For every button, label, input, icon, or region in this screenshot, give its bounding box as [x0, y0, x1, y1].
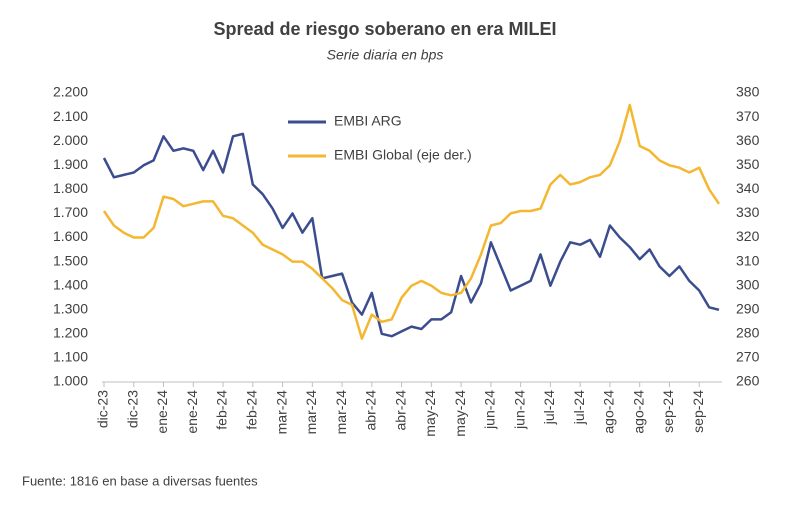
x-tick-label: ago-24: [630, 390, 646, 434]
x-tick-label: ene-24: [184, 390, 200, 434]
y-tick-label: 1.600: [53, 228, 88, 244]
y2-tick-label: 290: [736, 300, 760, 316]
y-tick-label: 1.100: [53, 349, 88, 365]
y2-tick-label: 310: [736, 252, 760, 268]
y-tick-label: 1.400: [53, 276, 88, 292]
y-tick-label: 1.000: [53, 373, 88, 389]
y2-tick-label: 280: [736, 325, 760, 341]
y-tick-label: 2.200: [53, 84, 88, 100]
x-tick-label: mar-24: [273, 390, 289, 435]
y2-tick-label: 350: [736, 156, 760, 172]
y-tick-label: 1.500: [53, 252, 88, 268]
x-tick-label: jun-24: [511, 390, 527, 430]
source-note: Fuente: 1816 en base a diversas fuentes: [22, 473, 258, 488]
x-tick-label: feb-24: [244, 390, 260, 430]
x-tick-label: abr-24: [363, 390, 379, 431]
x-tick-label: feb-24: [214, 390, 230, 430]
y2-tick-label: 320: [736, 228, 760, 244]
y-tick-label: 1.700: [53, 204, 88, 220]
y2-tick-label: 270: [736, 349, 760, 365]
y2-tick-label: 370: [736, 108, 760, 124]
legend-label: EMBI ARG: [334, 113, 402, 129]
y-tick-label: 1.300: [53, 300, 88, 316]
y-tick-label: 1.200: [53, 325, 88, 341]
x-tick-label: sep-24: [690, 390, 706, 433]
x-tick-label: ago-24: [601, 390, 617, 434]
x-tick-label: dic-23: [124, 390, 140, 428]
y2-tick-label: 300: [736, 276, 760, 292]
y2-tick-label: 360: [736, 132, 760, 148]
x-tick-label: may-24: [452, 390, 468, 437]
y-tick-label: 2.100: [53, 108, 88, 124]
series-line: [102, 103, 721, 340]
x-tick-label: jul-24: [541, 390, 557, 425]
x-tick-label: jun-24: [482, 390, 498, 430]
y2-tick-label: 330: [736, 204, 760, 220]
y2-tick-label: 340: [736, 180, 760, 196]
chart-subtitle: Serie diaria en bps: [327, 47, 444, 63]
x-tick-label: sep-24: [660, 390, 676, 433]
x-tick-label: mar-24: [303, 390, 319, 435]
x-tick-label: dic-23: [95, 390, 111, 428]
x-tick-label: abr-24: [392, 390, 408, 431]
x-tick-label: mar-24: [333, 390, 349, 435]
y2-tick-label: 260: [736, 373, 760, 389]
y-tick-label: 1.800: [53, 180, 88, 196]
x-tick-label: may-24: [422, 390, 438, 437]
x-tick-label: ene-24: [154, 390, 170, 434]
y-tick-label: 2.000: [53, 132, 88, 148]
x-tick-label: jul-24: [571, 390, 587, 425]
y2-tick-label: 380: [736, 84, 760, 100]
chart-title: Spread de riesgo soberano en era MILEI: [213, 19, 556, 39]
y-tick-label: 1.900: [53, 156, 88, 172]
legend-label: EMBI Global (eje der.): [334, 147, 472, 163]
series-line: [102, 132, 720, 338]
